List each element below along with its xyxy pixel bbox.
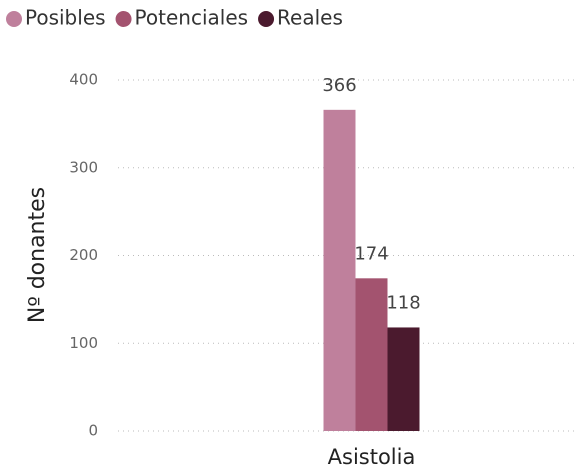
data-label: 366 (322, 75, 356, 96)
bar (387, 327, 420, 431)
legend-swatch (6, 11, 22, 27)
bar (323, 109, 356, 432)
data-label: 118 (386, 292, 420, 313)
y-tick-label: 100 (69, 334, 98, 352)
y-tick-label: 200 (69, 246, 98, 264)
x-tick-label: Asistolia (328, 445, 416, 469)
legend-label: Reales (277, 6, 343, 30)
legend-swatch (115, 11, 132, 27)
y-tick-label: 300 (69, 158, 98, 176)
y-tick-label: 0 (88, 422, 98, 440)
y-axis-label: Nº donantes (25, 187, 50, 323)
bar (355, 278, 388, 431)
legend-swatch (258, 11, 275, 27)
y-tick-label: 400 (69, 71, 98, 89)
legend-label: Posibles (25, 6, 106, 30)
data-label: 174 (354, 243, 388, 264)
legend-label: Potenciales (135, 6, 249, 30)
